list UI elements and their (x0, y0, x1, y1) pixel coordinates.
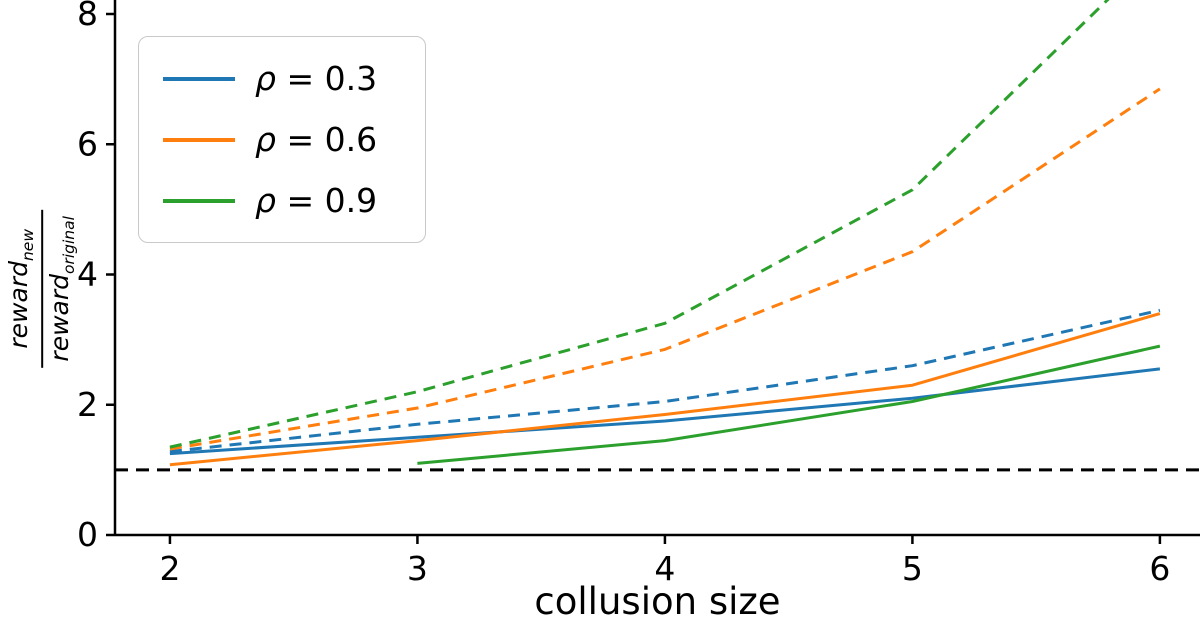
y-tick-label: 0 (77, 515, 98, 554)
legend-item-label: ρ = 0.3 (255, 59, 378, 98)
line-rho-0.9-dashed (169, 0, 1110, 449)
y-tick-label: 6 (77, 124, 98, 163)
legend-line-sample (163, 198, 235, 203)
line-rho-0.3-solid (169, 367, 1161, 456)
y-tick-label: 8 (77, 0, 98, 33)
x-tick-label: 5 (902, 549, 923, 588)
legend: ρ = 0.3 ρ = 0.6 ρ = 0.9 (138, 36, 427, 243)
line-rho-0.6-solid (169, 312, 1161, 467)
y-axis-label: rewardnew rewardoriginal (4, 189, 79, 389)
x-tick-label: 6 (1149, 549, 1170, 588)
y-tick-label: 4 (77, 255, 98, 294)
y-axis-label-denominator: rewardoriginal (41, 210, 79, 368)
legend-item-label: ρ = 0.9 (255, 181, 378, 220)
legend-item-label: ρ = 0.6 (255, 120, 378, 159)
legend-item-rho-0.6: ρ = 0.6 (163, 120, 377, 159)
legend-item-rho-0.9: ρ = 0.9 (163, 181, 377, 220)
x-tick-label: 3 (407, 549, 428, 588)
line-rho-0.6-dashed (169, 87, 1161, 451)
x-tick-label: 2 (159, 549, 180, 588)
legend-line-sample (163, 76, 235, 81)
line-rho-0.9-solid (417, 344, 1161, 465)
x-axis-label: collusion size (534, 580, 781, 623)
line-rho-0.3-dashed (169, 308, 1161, 454)
y-tick-label: 2 (77, 385, 98, 424)
legend-item-rho-0.3: ρ = 0.3 (163, 59, 377, 98)
y-axis-label-numerator: rewardnew (4, 229, 38, 349)
x-tick-label: 4 (654, 549, 675, 588)
legend-line-sample (163, 137, 235, 142)
